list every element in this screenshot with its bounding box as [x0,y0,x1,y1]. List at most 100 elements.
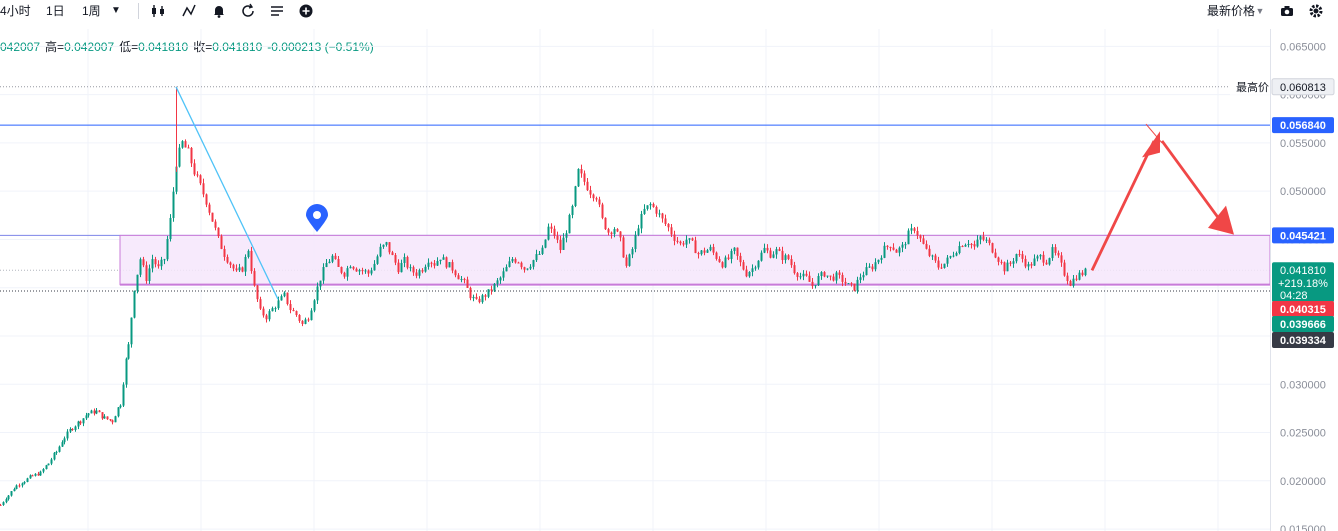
interval-1w-button[interactable]: 1周 [82,4,101,18]
candle-body [325,263,328,267]
candle-body [574,186,577,207]
candle-body [125,358,128,385]
candle-body [925,243,928,249]
candle-body [646,205,649,209]
price-tick-label: 0.055000 [1280,138,1326,150]
candle-body [50,459,53,464]
candle-body [87,413,90,416]
candle-body [142,259,145,266]
candle-body [946,257,949,264]
candle-body [535,254,538,261]
candle-body [277,300,280,309]
candle-body [538,253,541,255]
candle-body [101,412,104,419]
candle-body [340,267,343,273]
candle-body [1000,261,1003,263]
candle-body [778,249,781,251]
candle-body [448,262,451,268]
candle-body [631,249,634,255]
down-arrow-head [1208,205,1234,235]
template-icon[interactable] [269,3,285,19]
candle-body [1069,281,1072,286]
candles-icon[interactable] [150,3,166,19]
candle-body [415,272,418,276]
candle-body [460,279,463,281]
alert-icon[interactable] [211,3,227,19]
candle-body [122,384,125,406]
price-type-select[interactable]: 最新价格 [1207,4,1256,18]
chevron-down-icon[interactable]: ▼ [111,5,121,16]
candle-body [160,259,163,267]
interval-1d-button[interactable]: 1日 [46,4,65,18]
candle-body [1015,254,1018,262]
down-arrow-shaft[interactable] [1160,140,1222,221]
candle-body [454,270,457,276]
candle-body [835,272,838,281]
candle-body [298,315,301,321]
candle-body [394,255,397,263]
candle-body [691,238,694,241]
candle-body [145,265,148,281]
replay-icon[interactable] [240,3,256,19]
candle-body [424,266,427,272]
candle-body [199,175,202,184]
candle-body [790,259,793,266]
candle-body [487,289,490,297]
ohlc-low-label: 低= [119,40,139,54]
candle-body [808,275,811,282]
price-tag-text: 0.040315 [1280,304,1326,316]
price-type-chevron-icon[interactable]: ▼ [1255,6,1265,16]
candle-body [886,245,889,247]
candle-body [229,262,232,265]
candle-body [526,268,529,270]
candle-body [175,166,178,192]
candle-body [484,295,487,297]
candle-body [157,264,160,267]
candle-body [541,247,544,254]
candle-body [970,243,973,245]
candle-body [988,239,991,244]
candle-body [247,250,250,257]
candle-body [238,267,241,271]
candle-body [913,228,916,231]
candle-body [859,277,862,280]
candle-body [505,266,508,272]
up-arrow-shaft[interactable] [1090,140,1156,271]
candle-body [523,267,526,270]
camera-icon[interactable] [1279,3,1295,19]
add-icon[interactable] [298,3,314,19]
candle-body [472,296,475,299]
candle-body [18,485,21,487]
candle-body [1009,262,1012,264]
price-tag-text: 0.039666 [1280,319,1326,331]
candle-body [775,249,778,255]
candle-body [187,147,190,149]
candle-body [226,256,229,263]
candle-body [169,217,172,239]
drawings[interactable] [175,86,1234,300]
candle-body [856,279,859,291]
candle-body [400,262,403,273]
candle-body [649,203,652,206]
gear-icon[interactable] [1308,3,1324,19]
marker-pin-dot [313,211,321,219]
last-price-text: 0.041810 [1280,265,1326,277]
price-tick-label: 0.025000 [1280,428,1326,440]
interval-4h-button[interactable]: 4小时 [0,4,31,18]
candle-body [928,248,931,256]
candle-body [61,442,64,447]
candle-body [499,277,502,281]
trend-line[interactable] [175,86,279,300]
candle-body [1033,258,1036,266]
candle-body [889,246,892,248]
candle-body [181,141,184,148]
candle-body [709,246,712,251]
location-marker-icon[interactable] [306,204,328,232]
indicators-icon[interactable] [181,3,197,19]
candle-body [445,257,448,268]
price-tag-text: 0.045421 [1280,230,1326,242]
candle-body [202,183,205,195]
candle-body [31,475,34,477]
candle-body [997,257,1000,262]
